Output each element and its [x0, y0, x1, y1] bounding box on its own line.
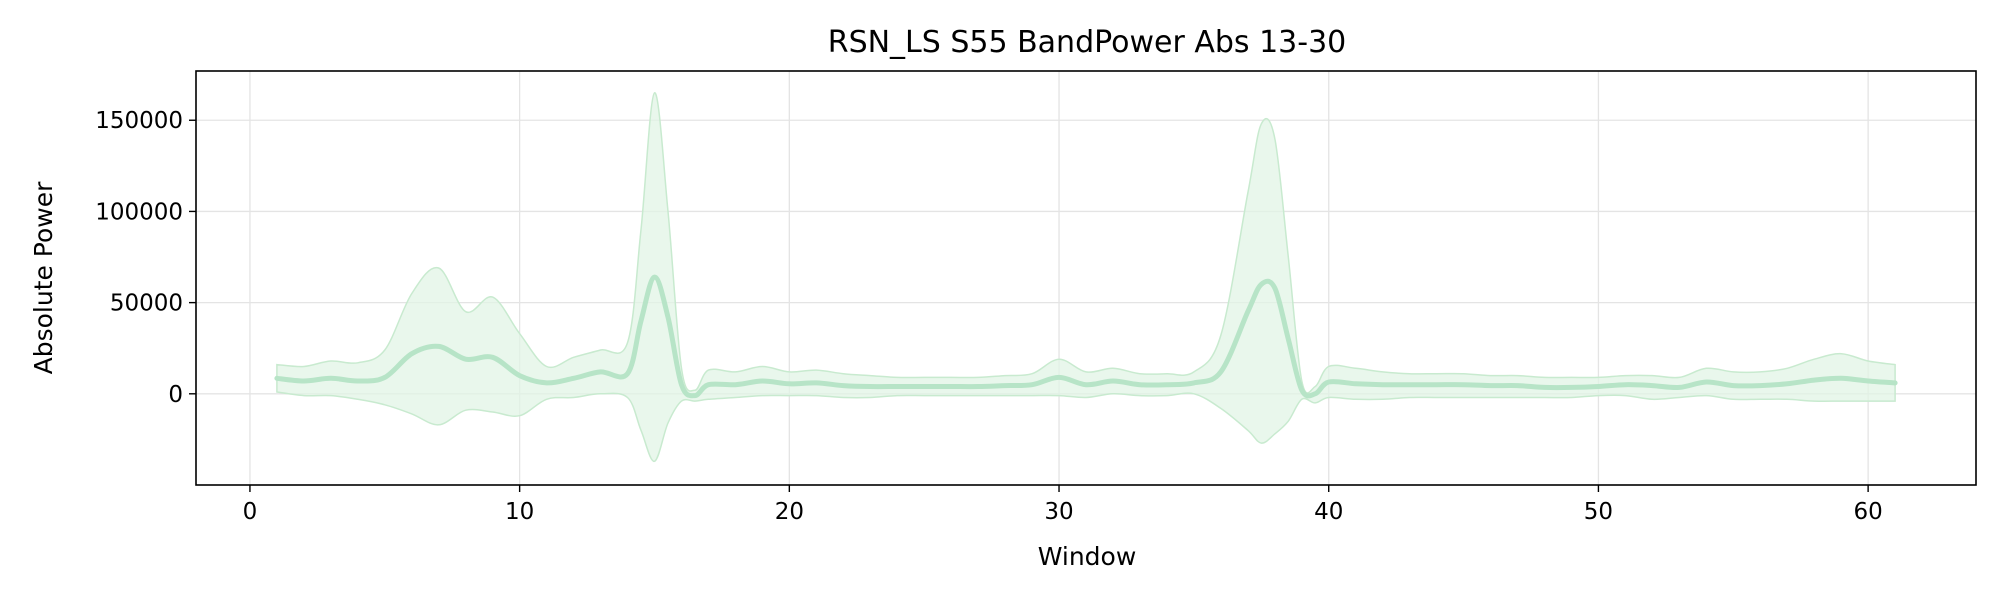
y-tick-label: 50000: [110, 291, 183, 317]
mean-line: [274, 274, 1898, 399]
y-tick-label: 150000: [95, 108, 183, 134]
x-tick-label: 30: [1044, 499, 1073, 525]
x-tick-label: 10: [505, 499, 534, 525]
y-tick-label: 100000: [95, 199, 183, 225]
y-axis-ticks: 0 50000 100000 150000: [95, 108, 196, 408]
y-tick-label: 0: [168, 382, 183, 408]
x-tick-label: 40: [1314, 499, 1343, 525]
confidence-band: [276, 92, 1896, 463]
plot-frame: [195, 70, 1977, 486]
x-tick-label: 50: [1584, 499, 1613, 525]
x-axis-ticks: 0 10 20 30 40 50 60: [243, 485, 1883, 525]
grid: [196, 71, 1976, 485]
chart-title: RSN_LS S55 BandPower Abs 13-30: [828, 25, 1347, 60]
x-tick-label: 60: [1853, 499, 1882, 525]
x-tick-label: 0: [243, 499, 258, 525]
band-layer: [276, 92, 1896, 463]
x-axis-label: Window: [1038, 542, 1137, 571]
line-layer: [274, 274, 1898, 399]
x-tick-label: 20: [775, 499, 804, 525]
y-axis-label: Absolute Power: [29, 181, 58, 375]
